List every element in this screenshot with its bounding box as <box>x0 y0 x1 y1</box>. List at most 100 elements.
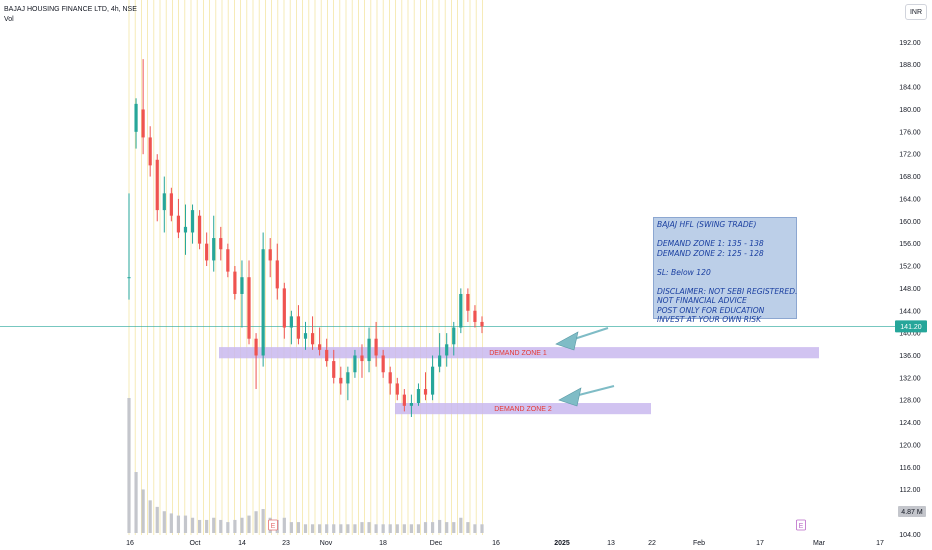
candle-body <box>162 193 166 211</box>
candle-body <box>183 226 188 233</box>
volume-bar <box>367 522 371 533</box>
candle-body <box>395 383 399 395</box>
candle-body <box>445 344 449 356</box>
candle-body <box>134 103 138 132</box>
volume-bar <box>325 524 329 533</box>
candle-body <box>332 361 336 378</box>
volume-bar <box>332 524 336 533</box>
candle-body <box>254 338 258 356</box>
symbol-title: BAJAJ HOUSING FINANCE LTD, 4h, NSE <box>4 6 137 13</box>
candle-body <box>416 389 421 404</box>
price-tick-label: 152.00 <box>899 264 921 271</box>
candle <box>275 243 279 300</box>
candle <box>134 98 138 149</box>
volume-bar <box>219 519 223 533</box>
demand-zone-label: DEMAND ZONE 1 <box>489 350 547 357</box>
demand-zone-label: DEMAND ZONE 2 <box>494 406 552 413</box>
time-axis[interactable]: 16 Oct 14 23 Nov 18 Dec 16 2025 13 22 Feb 17 Mar 17 <box>126 540 884 547</box>
volume-bars <box>127 398 484 533</box>
volume-bar <box>466 522 470 533</box>
candle <box>438 333 442 373</box>
volume-bar <box>339 524 343 533</box>
volume-bar <box>205 519 209 533</box>
candle <box>190 204 195 244</box>
price-tick-label: 168.00 <box>899 174 921 181</box>
candle-body <box>261 249 265 356</box>
last-volume-tag <box>898 506 926 517</box>
price-tick-label: 192.00 <box>899 40 921 47</box>
candle-body <box>141 109 145 138</box>
currency-button[interactable]: INR <box>905 4 927 20</box>
time-tick-label: Feb <box>693 540 705 547</box>
candle <box>430 355 435 401</box>
volume-bar <box>134 472 138 533</box>
candle-body <box>219 238 223 250</box>
candle-body <box>374 338 378 356</box>
price-tick-label: 164.00 <box>899 196 921 203</box>
volume-bar <box>416 524 421 533</box>
candle-body <box>190 210 195 233</box>
note-line: DISCLAIMER: NOT SEBI REGISTERED. <box>657 286 798 296</box>
candle-body <box>127 277 131 279</box>
candle <box>261 232 265 367</box>
candle-body <box>155 159 159 211</box>
trade-note: BAJAJ HFL (SWING TRADE) DEMAND ZONE 1: 13… <box>653 217 798 324</box>
time-tick-label: 23 <box>282 540 290 547</box>
volume-bar <box>198 519 202 533</box>
arrow-head <box>558 387 582 407</box>
candle <box>318 327 322 356</box>
demand-zone-2 <box>395 403 651 415</box>
earnings-marker-box <box>268 519 278 531</box>
price-tick-label: 132.00 <box>899 375 921 382</box>
candle-body <box>381 355 385 373</box>
time-tick-label: Oct <box>190 540 201 547</box>
candle-body <box>289 316 293 328</box>
price-tick-label: 136.00 <box>899 353 921 360</box>
volume-bar <box>459 517 463 533</box>
time-tick-label: 22 <box>648 540 656 547</box>
earnings-marker-box <box>796 519 806 531</box>
price-tick-label: 160.00 <box>899 219 921 226</box>
candle-body <box>282 288 286 328</box>
volume-bar <box>430 522 435 533</box>
candle <box>381 349 385 378</box>
volume-bar <box>155 506 159 533</box>
candle <box>240 260 244 328</box>
earnings-marker: E <box>268 519 278 531</box>
candle <box>141 59 145 155</box>
volume-bar <box>183 515 188 533</box>
time-tick-label: 18 <box>379 540 387 547</box>
candle <box>226 243 230 278</box>
volume-bar <box>374 524 378 533</box>
time-tick-label: 13 <box>607 540 615 547</box>
candle-body <box>303 333 308 339</box>
candle <box>148 126 152 177</box>
candle <box>402 389 406 412</box>
candle <box>176 198 181 239</box>
time-tick-label: 14 <box>238 540 246 547</box>
candle <box>233 266 237 300</box>
candle <box>162 176 166 233</box>
candle-body <box>459 293 463 328</box>
candle <box>127 193 131 300</box>
volume-bar <box>360 522 364 533</box>
candle-body <box>473 310 477 322</box>
volume-bar <box>148 500 152 533</box>
candle-body <box>360 355 364 362</box>
zone-arrows <box>555 327 615 407</box>
price-axis[interactable]: 192.00 188.00 184.00 180.00 176.00 172.00 168.… <box>895 40 927 539</box>
volume-bar <box>296 522 301 533</box>
price-tick-label: 120.00 <box>899 442 921 449</box>
candle <box>205 232 209 267</box>
zone-arrow <box>558 385 615 407</box>
time-tick-label: 16 <box>126 540 134 547</box>
volume-bar <box>452 522 456 533</box>
note-line: NOT FINANCIAL ADVICE <box>657 296 747 305</box>
volume-bar <box>233 519 237 533</box>
candle-body <box>409 403 413 406</box>
candle-body <box>240 277 244 294</box>
candle <box>183 204 188 255</box>
volume-bar <box>353 524 357 533</box>
